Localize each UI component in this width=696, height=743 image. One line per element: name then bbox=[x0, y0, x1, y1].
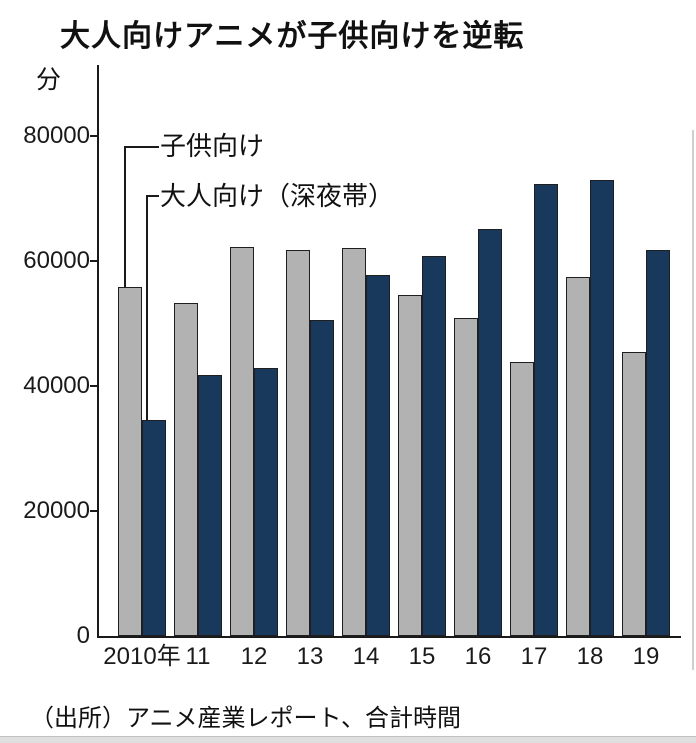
bar-adult-13 bbox=[310, 320, 334, 636]
bar-adult-15 bbox=[422, 256, 446, 636]
legend-callout-children-hline bbox=[124, 146, 159, 148]
bar-children-15 bbox=[398, 295, 422, 636]
bar-adult-11 bbox=[198, 375, 222, 636]
legend-callout-adult-vline bbox=[146, 195, 148, 420]
bar-children-2010年 bbox=[118, 287, 142, 636]
legend-label-adult: 大人向け（深夜帯） bbox=[160, 181, 395, 211]
bar-children-13 bbox=[286, 250, 310, 636]
x-tick-label: 2010年 bbox=[103, 643, 181, 670]
bar-adult-12 bbox=[254, 368, 278, 636]
y-tick-label: 80000 bbox=[23, 122, 90, 149]
y-axis-line bbox=[97, 65, 99, 638]
legend-label-children: 子供向け bbox=[160, 131, 265, 161]
right-edge-hairline bbox=[692, 130, 694, 670]
y-axis-unit-label: 分 bbox=[36, 66, 62, 94]
bar-adult-18 bbox=[590, 180, 614, 636]
x-tick-label: 16 bbox=[464, 643, 492, 670]
bar-adult-2010年 bbox=[142, 420, 166, 636]
y-tick-label: 20000 bbox=[23, 497, 90, 524]
bar-adult-19 bbox=[646, 250, 670, 636]
x-tick-label: 19 bbox=[632, 643, 660, 670]
x-tick-label: 13 bbox=[296, 643, 324, 670]
legend-callout-children-vline bbox=[124, 146, 126, 288]
x-tick-label: 15 bbox=[408, 643, 436, 670]
x-tick-label: 18 bbox=[576, 643, 604, 670]
bar-children-18 bbox=[566, 277, 590, 636]
x-tick-label: 14 bbox=[352, 643, 380, 670]
bar-children-17 bbox=[510, 362, 534, 636]
legend-callout-adult-hline bbox=[146, 195, 159, 197]
bar-children-19 bbox=[622, 352, 646, 636]
x-axis-line bbox=[97, 636, 681, 638]
y-tick-label: 0 bbox=[76, 622, 90, 649]
chart-title: 大人向けアニメが子供向けを逆転 bbox=[60, 20, 525, 53]
bottom-page-divider bbox=[0, 736, 696, 743]
y-tick-label: 40000 bbox=[23, 372, 90, 399]
bar-children-12 bbox=[230, 247, 254, 636]
y-tick-mark bbox=[90, 135, 98, 137]
x-tick-label: 11 bbox=[185, 643, 211, 670]
y-tick-label: 60000 bbox=[23, 247, 90, 274]
x-tick-label: 17 bbox=[520, 643, 548, 670]
source-note: （出所）アニメ産業レポート、合計時間 bbox=[30, 705, 462, 732]
bar-adult-16 bbox=[478, 229, 502, 636]
y-tick-mark bbox=[90, 385, 98, 387]
y-tick-mark bbox=[90, 260, 98, 262]
bar-children-16 bbox=[454, 318, 478, 636]
bar-children-14 bbox=[342, 248, 366, 636]
bar-adult-17 bbox=[534, 184, 558, 636]
bar-children-11 bbox=[174, 303, 198, 636]
x-tick-label: 12 bbox=[240, 643, 268, 670]
bar-adult-14 bbox=[366, 275, 390, 636]
y-tick-mark bbox=[90, 510, 98, 512]
